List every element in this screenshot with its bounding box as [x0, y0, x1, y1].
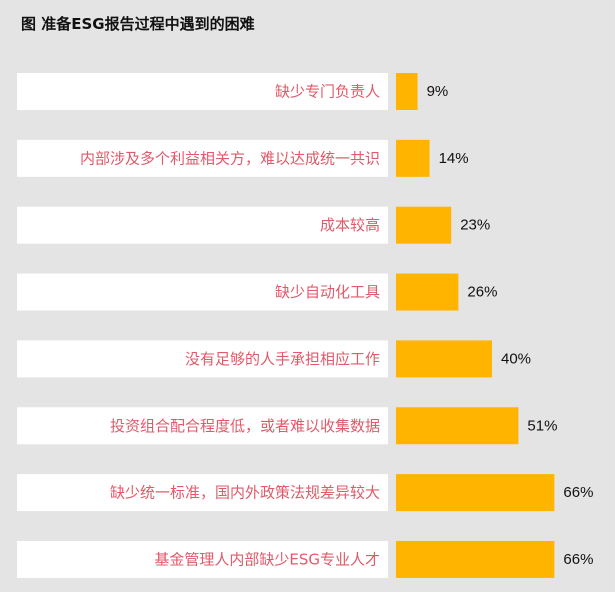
value-label: 26% — [467, 284, 497, 301]
value-label: 66% — [563, 551, 593, 568]
category-label-box — [17, 407, 388, 445]
value-label: 66% — [563, 484, 593, 501]
value-label: 9% — [427, 83, 449, 100]
bar — [396, 340, 492, 378]
category-label: 缺少统一标准，国内外政策法规差异较大 — [110, 484, 380, 502]
bar — [396, 139, 430, 177]
category-label-box — [17, 474, 388, 512]
bar — [396, 407, 519, 445]
value-label: 40% — [501, 350, 531, 367]
bar — [396, 540, 555, 578]
category-label-box — [17, 206, 388, 244]
category-label: 缺少自动化工具 — [275, 283, 380, 301]
category-label: 基金管理人内部缺少ESG专业人才 — [154, 550, 380, 568]
chart-rows: 缺少专门负责人 9% 内部涉及多个利益相关方，难以达成统一共识 14% 成本较高 23% 缺… — [17, 73, 593, 578]
bar — [396, 206, 452, 244]
category-label: 投资组合配合程度低，或者难以收集数据 — [110, 417, 380, 435]
category-label-box — [17, 73, 388, 110]
bar — [396, 273, 459, 311]
value-label: 14% — [439, 150, 469, 167]
value-label: 51% — [527, 417, 557, 434]
category-label: 成本较高 — [320, 216, 380, 234]
category-label-box — [17, 273, 388, 311]
category-label-box — [17, 139, 388, 177]
category-label: 没有足够的人手承担相应工作 — [185, 350, 380, 368]
category-label-box — [17, 340, 388, 378]
chart-title: 图 准备ESG报告过程中遇到的困难 — [21, 15, 255, 33]
category-label: 内部涉及多个利益相关方，难以达成统一共识 — [80, 149, 380, 167]
bar — [396, 73, 418, 110]
bar — [396, 474, 555, 512]
category-label: 缺少专门负责人 — [275, 83, 380, 101]
value-label: 23% — [460, 217, 490, 234]
category-label-box — [17, 540, 388, 578]
